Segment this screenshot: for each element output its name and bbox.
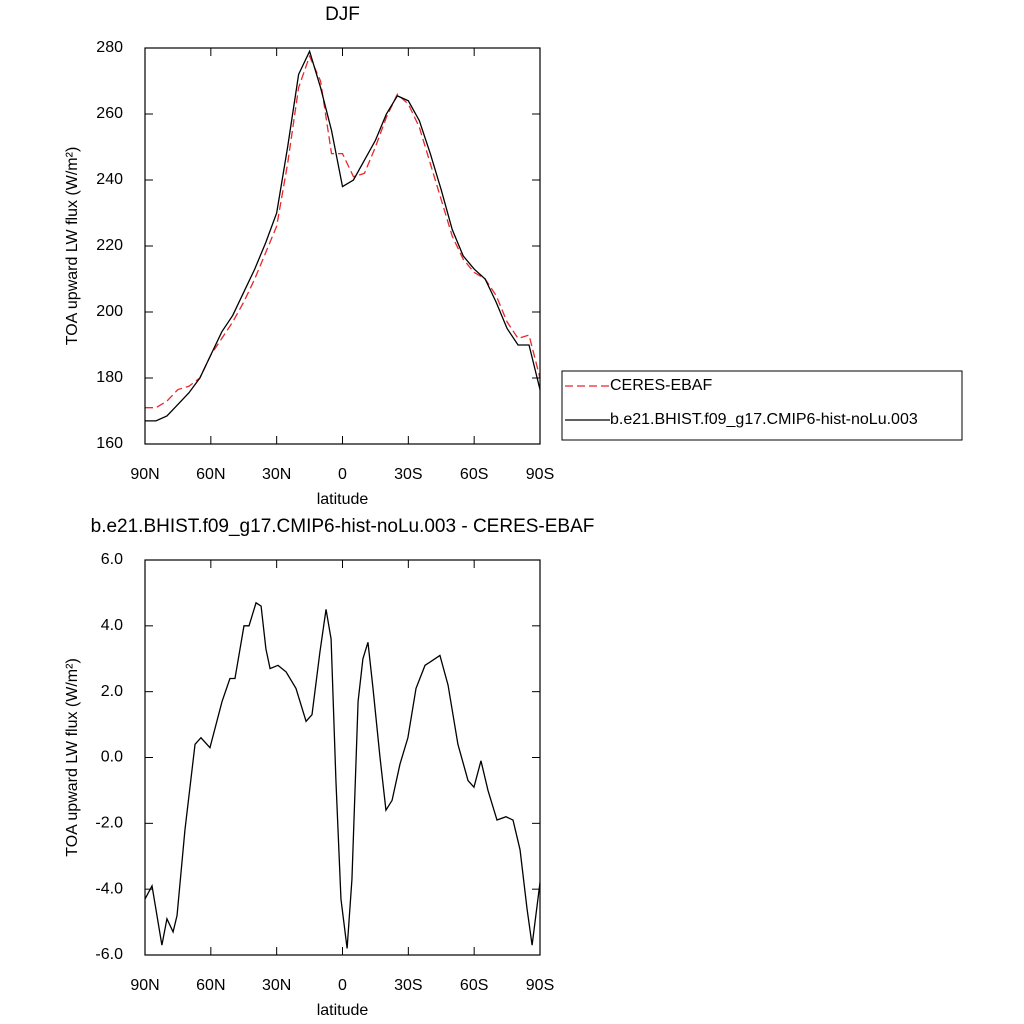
y-tick-label: -4.0 (95, 880, 123, 897)
x-tick-label: 0 (338, 466, 347, 483)
x-tick-label: 0 (338, 977, 347, 994)
y-tick-label: -2.0 (95, 815, 123, 832)
y-axis-label: TOA upward LW flux (W/m²) (64, 147, 81, 346)
y-tick-label: 2.0 (101, 683, 123, 700)
chart-title: b.e21.BHIST.f09_g17.CMIP6-hist-noLu.003 … (91, 516, 595, 537)
y-tick-label: 160 (96, 435, 123, 452)
y-tick-label: 240 (96, 171, 123, 188)
plot-frame (144, 47, 541, 445)
y-tick-label: 180 (96, 369, 123, 386)
x-tick-label: 90N (130, 466, 159, 483)
y-tick-label: 200 (96, 303, 123, 320)
x-tick-label: 90S (526, 466, 554, 483)
x-tick-label: 30N (262, 977, 291, 994)
y-axis-label: TOA upward LW flux (W/m²) (64, 658, 81, 857)
x-tick-label: 60S (460, 977, 488, 994)
y-tick-label: -6.0 (95, 946, 123, 963)
y-tick-label: 0.0 (101, 749, 123, 766)
x-axis-label: latitude (317, 491, 369, 508)
legend-label: b.e21.BHIST.f09_g17.CMIP6-hist-noLu.003 (610, 411, 918, 428)
x-tick-label: 30S (394, 466, 422, 483)
y-tick-label: 260 (96, 105, 123, 122)
chart-title: DJF (325, 4, 360, 25)
legend-label: CERES-EBAF (610, 377, 712, 394)
x-tick-label: 30S (394, 977, 422, 994)
x-tick-label: 60N (196, 466, 225, 483)
legend-box (561, 370, 963, 441)
x-axis-label: latitude (317, 1002, 369, 1019)
data-line (145, 49, 541, 422)
x-tick-label: 60S (460, 466, 488, 483)
data-line (144, 601, 541, 949)
data-line (145, 54, 541, 409)
x-tick-label: 60N (196, 977, 225, 994)
x-tick-label: 90N (130, 977, 159, 994)
x-tick-label: 30N (262, 466, 291, 483)
y-tick-label: 4.0 (101, 617, 123, 634)
y-tick-label: 220 (96, 237, 123, 254)
x-tick-label: 90S (526, 977, 554, 994)
y-tick-label: 6.0 (101, 551, 123, 568)
y-tick-label: 280 (96, 39, 123, 56)
plot-frame (144, 559, 541, 956)
